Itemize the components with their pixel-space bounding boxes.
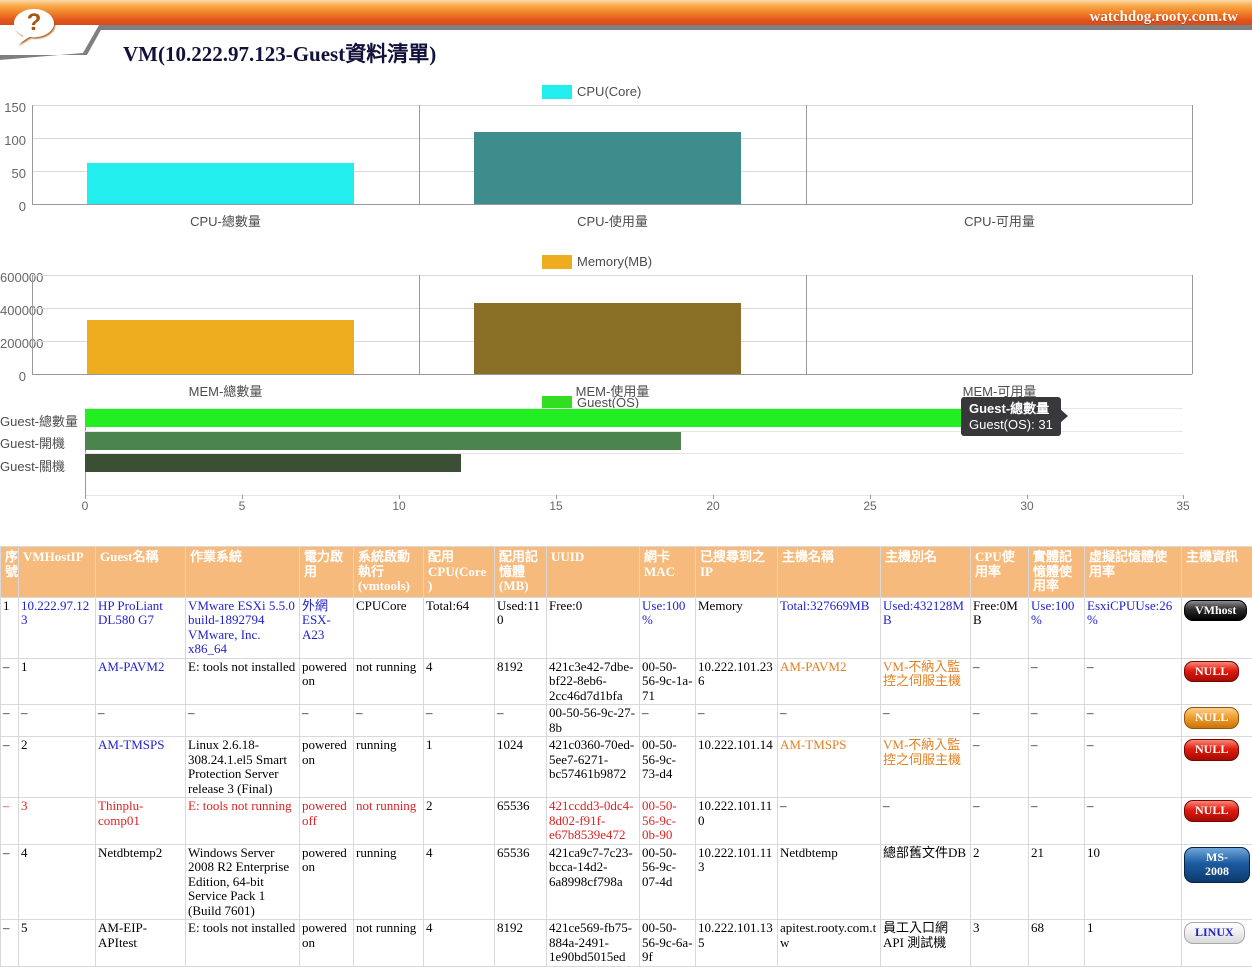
svg-text:?: ? [27,9,42,36]
